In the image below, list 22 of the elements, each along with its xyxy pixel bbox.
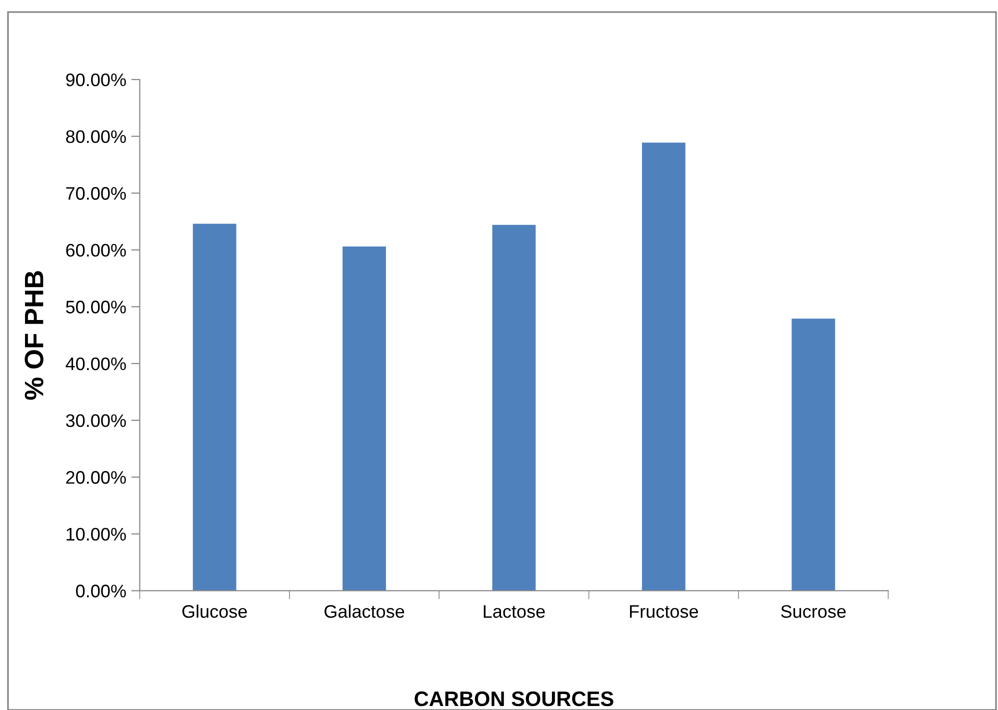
bar [642, 142, 686, 591]
y-tick-label: 30.00% [66, 414, 126, 428]
x-axis-title: CARBON SOURCES [414, 691, 614, 706]
y-tick-label: 70.00% [66, 187, 126, 200]
y-tick-label: 90.00% [66, 73, 126, 86]
y-tick-label: 80.00% [66, 130, 126, 144]
y-tick-label: 10.00% [66, 528, 126, 541]
x-tick-label: Galactose [324, 604, 404, 618]
y-tick-label: 50.00% [66, 300, 126, 314]
y-tick-label: 40.00% [66, 357, 126, 370]
y-tick-label: 60.00% [66, 244, 126, 257]
x-tick-label: Glucose [182, 604, 247, 618]
bar [792, 318, 836, 591]
bar [492, 224, 536, 591]
y-tick-label: 0.00% [76, 584, 126, 598]
bar [342, 246, 386, 591]
x-tick-label: Sucrose [781, 605, 846, 618]
y-tick-label: 20.00% [66, 471, 126, 484]
y-axis-title: % OF PHB [24, 271, 44, 400]
x-tick-label: Fructose [630, 605, 698, 618]
bar [192, 224, 236, 591]
x-tick-label: Lactose [484, 605, 545, 618]
